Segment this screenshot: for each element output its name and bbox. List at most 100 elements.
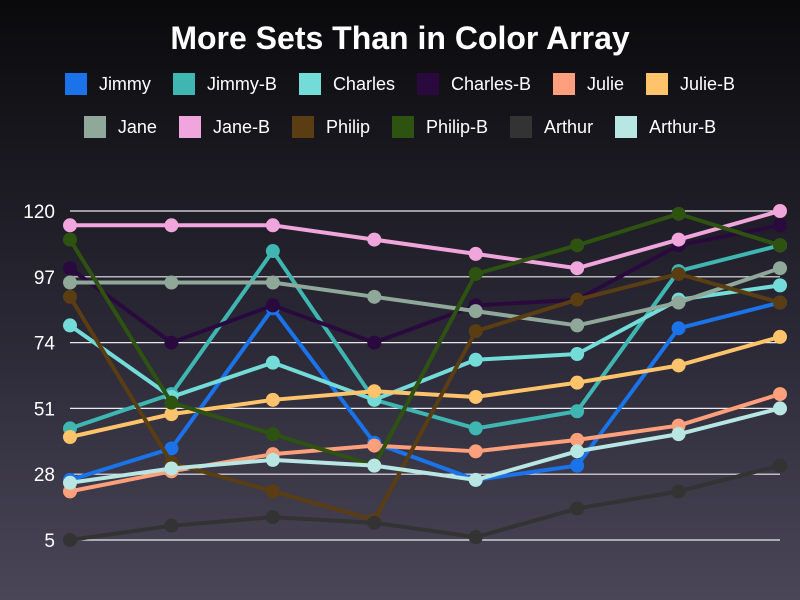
legend-label: Julie-B [680, 73, 736, 94]
legend: Jimmy Jimmy-B Charles Charles-B Julie Julie-B… [40, 72, 760, 139]
legend-swatch [553, 73, 575, 95]
legend-label: Charles-B [450, 73, 531, 94]
data-point [164, 441, 179, 456]
data-point [773, 401, 787, 416]
data-point [671, 358, 686, 373]
data-point [265, 510, 280, 525]
data-point [164, 218, 179, 233]
series-line [68, 223, 782, 345]
data-point [265, 355, 280, 370]
legend-swatch [510, 116, 533, 138]
data-point [671, 427, 686, 442]
data-point [570, 458, 585, 473]
data-point [468, 530, 483, 545]
legend-item[interactable]: Philip-B [392, 115, 488, 139]
legend-label: Jimmy-B [206, 73, 277, 94]
data-point [570, 347, 585, 362]
data-point [63, 533, 77, 547]
legend-item[interactable]: Jimmy-B [172, 72, 277, 96]
series-line [68, 463, 782, 542]
data-point [773, 218, 787, 233]
data-point [570, 501, 585, 516]
data-point [367, 384, 382, 399]
data-point [63, 430, 77, 445]
data-point [570, 292, 585, 307]
chart-title: More Sets Than in Color Array [170, 20, 630, 56]
legend-label: Jane-B [212, 116, 270, 137]
data-point [265, 427, 280, 442]
series-line [68, 283, 782, 402]
y-tick-label: 28 [34, 465, 55, 486]
data-point [773, 329, 787, 344]
legend-swatch [291, 116, 314, 138]
data-point [63, 275, 77, 290]
legend-swatch [392, 116, 415, 138]
y-tick-label: 51 [34, 399, 55, 420]
data-point [164, 461, 179, 476]
legend-item[interactable]: Jane-B [178, 115, 270, 139]
y-tick-label: 5 [44, 531, 55, 552]
series-line [68, 211, 782, 468]
legend-item[interactable]: Julie-B [646, 72, 735, 96]
legend-item[interactable]: Jimmy [64, 72, 151, 96]
data-point [773, 238, 787, 253]
legend-item[interactable]: Charles [298, 72, 395, 96]
legend-label: Philip-B [426, 116, 489, 137]
y-tick-label: 120 [23, 202, 55, 223]
data-point [63, 232, 77, 247]
data-point [468, 266, 483, 281]
data-point [164, 407, 179, 422]
data-point [570, 318, 585, 333]
series-line [68, 334, 782, 440]
legend-swatch [178, 116, 201, 138]
data-point [570, 432, 585, 447]
data-point [63, 218, 77, 233]
legend-swatch [298, 73, 321, 95]
series-line [68, 406, 782, 485]
data-point [63, 475, 77, 490]
legend-item[interactable]: Philip [291, 115, 371, 139]
legend-item[interactable]: Arthur [510, 115, 593, 139]
data-point [570, 238, 585, 253]
legend-swatch [646, 73, 669, 95]
legend-swatch [83, 116, 106, 138]
legend-label: Jimmy [98, 73, 151, 94]
data-point [164, 335, 179, 350]
data-point [265, 244, 280, 259]
data-point [265, 275, 280, 290]
data-point [468, 324, 483, 339]
data-point [265, 298, 280, 313]
data-point [773, 204, 787, 218]
data-point [671, 321, 686, 336]
legend-item[interactable]: Jane [83, 115, 157, 139]
y-tick-label: 74 [34, 334, 56, 355]
data-point [671, 484, 686, 499]
legend-item[interactable]: Charles-B [416, 72, 531, 96]
data-point [367, 335, 382, 350]
legend-item[interactable]: Arthur-B [615, 115, 716, 139]
legend-item[interactable]: Julie [553, 72, 624, 96]
data-point [468, 352, 483, 367]
data-point [468, 421, 483, 436]
data-point [63, 261, 77, 276]
data-point [367, 458, 382, 473]
data-point [468, 444, 483, 459]
data-point [265, 218, 280, 233]
data-point [773, 458, 787, 473]
data-point [164, 518, 179, 533]
legend-label: Arthur-B [649, 116, 717, 137]
legend-label: Jane [117, 116, 157, 137]
legend-swatch [64, 73, 87, 95]
data-point [367, 515, 382, 530]
series-line [68, 300, 782, 482]
data-point [367, 289, 382, 304]
data-point [164, 395, 179, 410]
series-line [68, 243, 782, 431]
data-point [63, 289, 77, 304]
legend-label: Arthur [544, 116, 594, 137]
data-point [468, 472, 483, 487]
legend-label: Charles [332, 73, 395, 94]
legend-label: Philip [325, 116, 371, 137]
data-point [773, 295, 787, 310]
